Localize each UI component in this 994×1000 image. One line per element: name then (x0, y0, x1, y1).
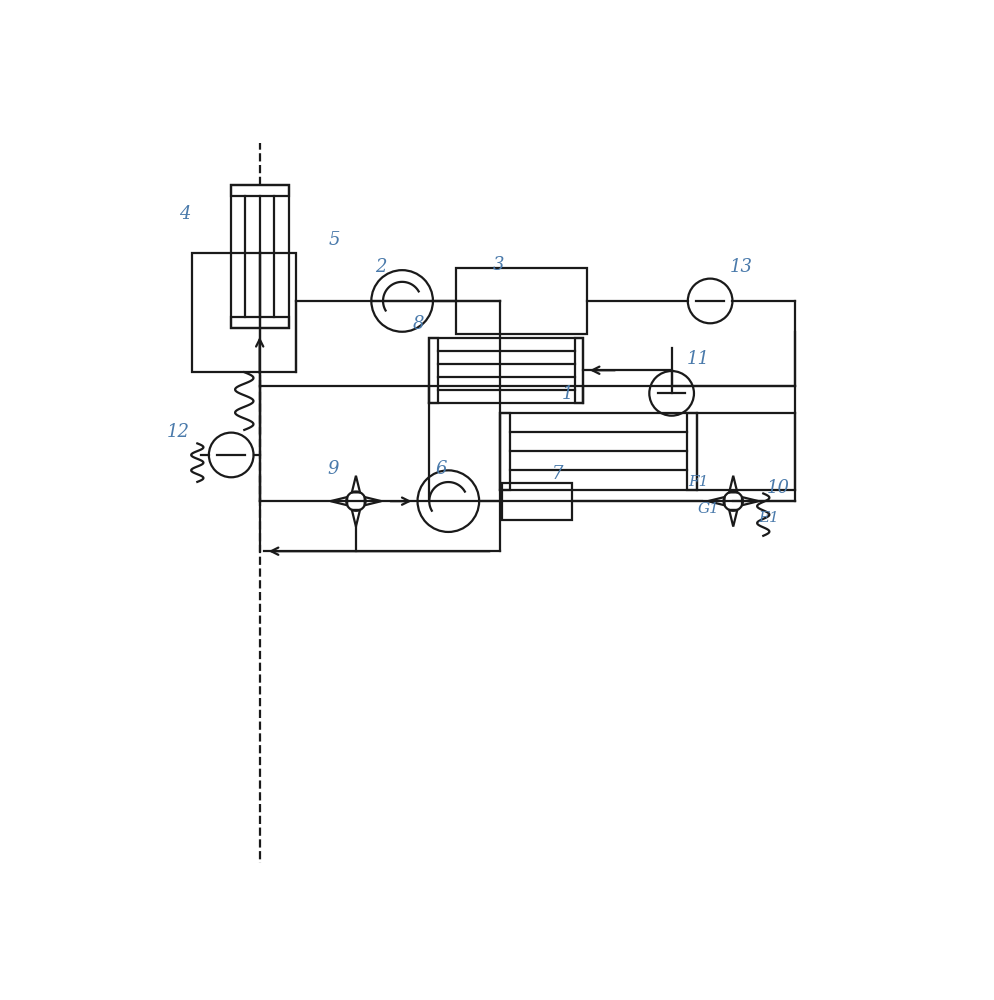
Text: 12: 12 (166, 423, 189, 441)
Text: 11: 11 (686, 350, 710, 368)
Text: 2: 2 (375, 258, 387, 276)
Bar (500, 413, 510, 490)
Text: 13: 13 (730, 258, 752, 276)
Bar (500, 413, 696, 490)
Bar (428, 338, 582, 403)
Text: G1: G1 (697, 502, 719, 516)
Text: 9: 9 (327, 460, 339, 478)
Text: 8: 8 (413, 315, 424, 333)
Bar (502, 483, 571, 520)
Bar (575, 338, 582, 403)
Bar (231, 317, 288, 328)
Bar (428, 338, 437, 403)
Text: 4: 4 (179, 205, 190, 223)
Text: 3: 3 (492, 256, 504, 274)
Bar (231, 185, 288, 328)
Text: 7: 7 (551, 465, 563, 483)
Bar (455, 268, 586, 334)
Text: 1: 1 (561, 385, 573, 403)
Text: E1: E1 (757, 511, 778, 525)
Bar (192, 253, 296, 372)
Bar (231, 185, 288, 196)
Bar (686, 413, 696, 490)
Text: F1: F1 (688, 475, 709, 489)
Text: 6: 6 (434, 460, 446, 478)
Text: 10: 10 (766, 479, 789, 497)
Text: 5: 5 (328, 231, 339, 249)
